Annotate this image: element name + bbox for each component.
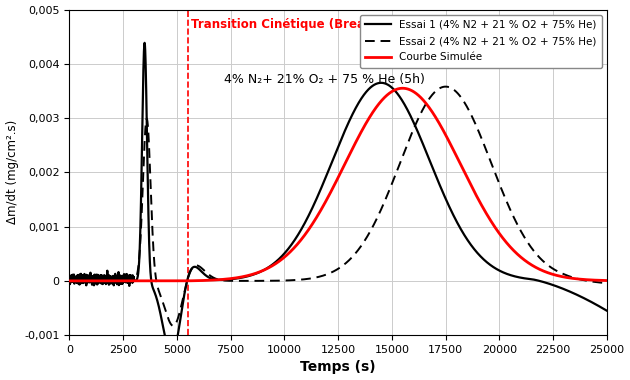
Essai 1 (4% N2 + 21 % O2 + 75% He) <box>260 268 268 272</box>
Essai 2 (4% N2 + 21 % O2 + 75% He) <box>93 279 100 283</box>
Essai 1 (4% N2 + 21 % O2 + 75% He) <box>603 309 610 313</box>
Essai 2 (4% N2 + 21 % O2 + 75% He) <box>442 84 449 89</box>
Essai 1 (4% N2 + 21 % O2 + 75% He) <box>93 276 100 281</box>
Courbe Simulée <box>603 278 610 283</box>
Text: 4% N₂+ 21% O₂ + 75 % He (5h): 4% N₂+ 21% O₂ + 75 % He (5h) <box>224 73 425 86</box>
Essai 2 (4% N2 + 21 % O2 + 75% He) <box>169 323 177 328</box>
Text: Transition Cinétique (Breakaway): Transition Cinétique (Breakaway) <box>191 18 412 31</box>
Courbe Simulée <box>399 86 406 90</box>
Essai 1 (4% N2 + 21 % O2 + 75% He) <box>384 82 391 87</box>
Essai 2 (4% N2 + 21 % O2 + 75% He) <box>260 279 268 283</box>
Essai 1 (4% N2 + 21 % O2 + 75% He) <box>493 267 500 271</box>
Courbe Simulée <box>493 227 500 232</box>
Essai 1 (4% N2 + 21 % O2 + 75% He) <box>168 352 175 357</box>
Essai 1 (4% N2 + 21 % O2 + 75% He) <box>464 238 472 243</box>
Line: Essai 1 (4% N2 + 21 % O2 + 75% He): Essai 1 (4% N2 + 21 % O2 + 75% He) <box>69 43 607 355</box>
Line: Essai 2 (4% N2 + 21 % O2 + 75% He): Essai 2 (4% N2 + 21 % O2 + 75% He) <box>69 87 607 326</box>
Essai 2 (4% N2 + 21 % O2 + 75% He) <box>603 281 610 285</box>
Essai 1 (4% N2 + 21 % O2 + 75% He) <box>66 274 73 278</box>
Courbe Simulée <box>260 268 268 272</box>
Essai 2 (4% N2 + 21 % O2 + 75% He) <box>384 192 391 197</box>
Courbe Simulée <box>93 279 100 283</box>
Essai 2 (4% N2 + 21 % O2 + 75% He) <box>66 277 73 282</box>
Essai 2 (4% N2 + 21 % O2 + 75% He) <box>407 133 415 138</box>
Y-axis label: Δm/dt (mg/cm².s): Δm/dt (mg/cm².s) <box>6 120 18 225</box>
Essai 2 (4% N2 + 21 % O2 + 75% He) <box>464 106 472 111</box>
X-axis label: Temps (s): Temps (s) <box>301 361 376 374</box>
Line: Courbe Simulée: Courbe Simulée <box>69 88 607 281</box>
Courbe Simulée <box>66 279 73 283</box>
Courbe Simulée <box>464 177 472 182</box>
Essai 1 (4% N2 + 21 % O2 + 75% He) <box>141 41 149 45</box>
Essai 2 (4% N2 + 21 % O2 + 75% He) <box>493 175 500 179</box>
Essai 1 (4% N2 + 21 % O2 + 75% He) <box>407 115 415 119</box>
Courbe Simulée <box>384 92 391 97</box>
Courbe Simulée <box>407 88 415 92</box>
Legend: Essai 1 (4% N2 + 21 % O2 + 75% He), Essai 2 (4% N2 + 21 % O2 + 75% He), Courbe S: Essai 1 (4% N2 + 21 % O2 + 75% He), Essa… <box>360 15 602 68</box>
